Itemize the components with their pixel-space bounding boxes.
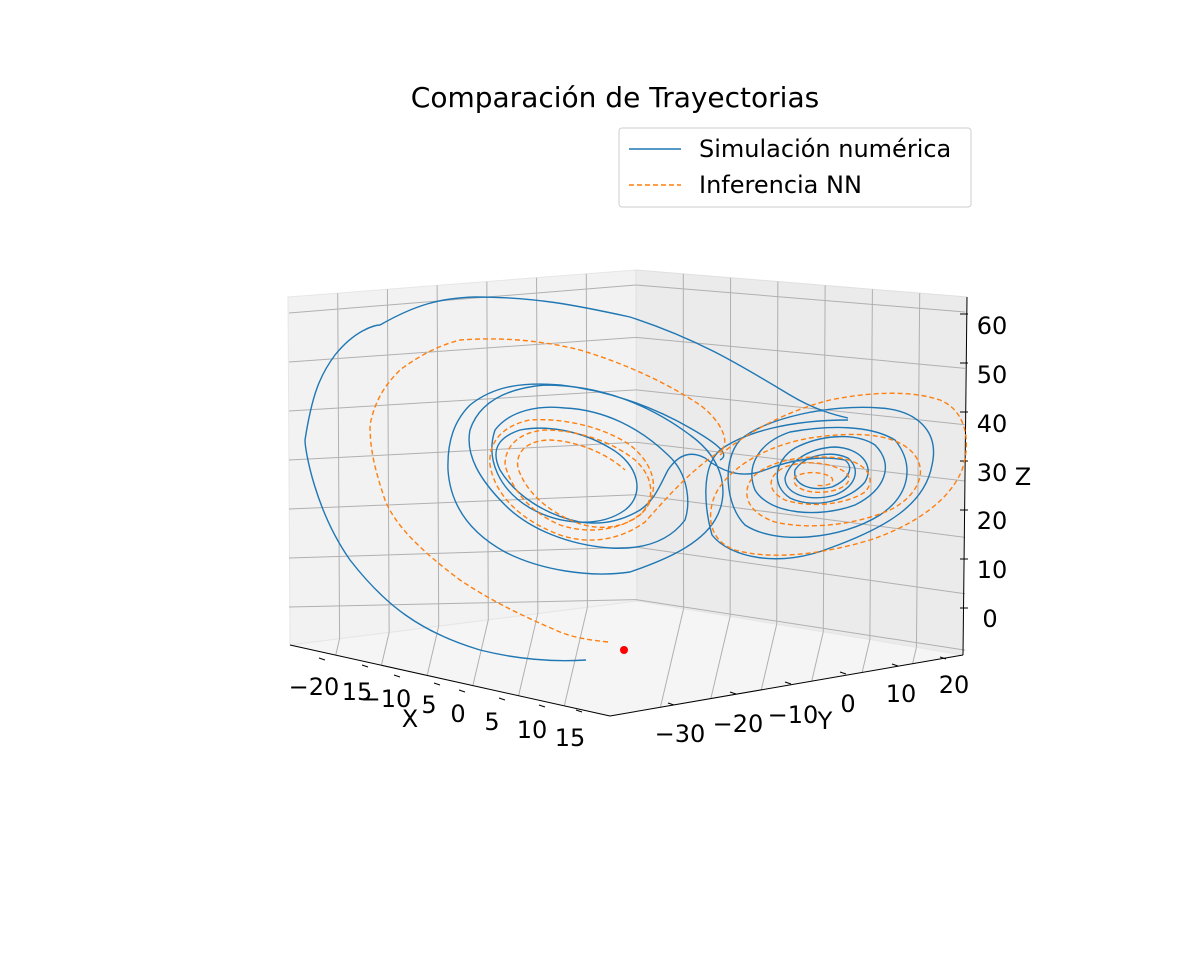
z-tick-label: 60: [977, 312, 1008, 340]
x-tick-mark: [458, 689, 466, 693]
y-tick-mark: [729, 691, 737, 695]
grid-line: [760, 624, 778, 690]
start-point-marker: [620, 646, 628, 654]
x-tick-mark: [575, 709, 583, 713]
legend-label-inferencia: Inferencia NN: [699, 171, 862, 199]
y-axis-label: Y: [817, 707, 833, 735]
x-tick-mark: [433, 682, 441, 686]
chart-title: Comparación de Trayectorias: [411, 81, 819, 114]
x-tick-label: 10: [517, 716, 548, 744]
grid-line: [912, 647, 917, 664]
x-tick-mark: [318, 657, 326, 661]
x-tick-label: 15: [342, 678, 373, 706]
grid-line: [635, 441, 966, 482]
legend-label-simulacion: Simulación numérica: [699, 135, 951, 163]
x-tick-label: −20: [289, 673, 340, 701]
grid-line: [288, 441, 637, 461]
legend: Simulación numérica Inferencia NN: [618, 127, 972, 208]
x-tick-label: 5: [484, 708, 499, 736]
y-tick-label: −20: [713, 710, 764, 738]
y-tick-labels: −30 −20 −10 0 10 20: [655, 671, 970, 748]
grid-line: [288, 599, 637, 608]
grid-line: [635, 389, 966, 426]
grid-line: [380, 632, 390, 666]
y-tick-mark: [667, 702, 675, 706]
y-tick-mark: [839, 671, 847, 675]
z-axis-line: [962, 296, 968, 656]
x-tick-label: 5: [421, 691, 436, 719]
grid-line: [436, 285, 440, 627]
x-tick-label: 0: [450, 700, 465, 728]
z-tick-label: 30: [977, 459, 1008, 487]
grid-line: [563, 607, 588, 706]
x-axis-label: X: [402, 705, 418, 733]
grid-line: [585, 273, 588, 608]
y-tick-label: −30: [655, 720, 706, 748]
grid-line: [811, 631, 824, 682]
series-line-inferencia: [369, 338, 968, 643]
grid-line: [659, 608, 685, 708]
grid-line: [635, 546, 966, 595]
grid-line: [288, 284, 637, 314]
x-axis-line: [289, 644, 611, 717]
z-tick-label: 10: [977, 556, 1008, 584]
z-tick-label: 20: [977, 507, 1008, 535]
grid-line: [635, 336, 966, 369]
y-tick-label: −10: [768, 701, 819, 729]
grid-line: [861, 639, 871, 673]
grid-line: [536, 277, 539, 614]
x-tick-mark: [393, 674, 401, 678]
tick-marks: [318, 313, 968, 713]
grid-line: [386, 289, 390, 633]
grid-line: [472, 619, 489, 686]
grid-line: [710, 616, 731, 699]
x-tick-mark: [498, 697, 506, 701]
grid-line: [635, 599, 966, 651]
y-tick-mark: [784, 681, 792, 685]
series-line-simulacion: [304, 296, 935, 662]
x-tick-label: −10: [361, 685, 412, 713]
grid-lines: [288, 273, 966, 708]
z-tick-label: 50: [977, 361, 1008, 389]
grid-line: [915, 293, 921, 648]
z-tick-label: 40: [977, 410, 1008, 438]
grid-line: [335, 638, 341, 656]
y-tick-mark: [939, 656, 947, 660]
y-axis-line: [609, 654, 964, 717]
z-tick-labels: 0 10 20 30 40 50 60: [977, 312, 1008, 633]
grid-line: [288, 336, 637, 363]
z-tick-label: 0: [982, 605, 997, 633]
grid-line: [635, 284, 966, 313]
grid-line: [635, 494, 966, 538]
grid-line: [288, 389, 637, 412]
y-tick-label: 20: [939, 671, 970, 699]
x-tick-mark: [361, 664, 369, 668]
legend-box: [618, 127, 972, 208]
z-axis-label: Z: [1015, 463, 1031, 491]
x-tick-mark: [538, 704, 546, 708]
grid-line: [518, 613, 539, 696]
y-tick-mark: [891, 663, 899, 667]
x-tick-labels: −20 15 −10 5 0 5 10 15: [289, 673, 586, 752]
grid-line: [288, 494, 637, 510]
x-tick-label: 15: [555, 724, 586, 752]
grid-line: [869, 289, 873, 640]
grid-line: [486, 281, 489, 620]
y-tick-label: 0: [840, 690, 855, 718]
grid-line: [426, 626, 440, 676]
y-tick-label: 10: [886, 680, 917, 708]
